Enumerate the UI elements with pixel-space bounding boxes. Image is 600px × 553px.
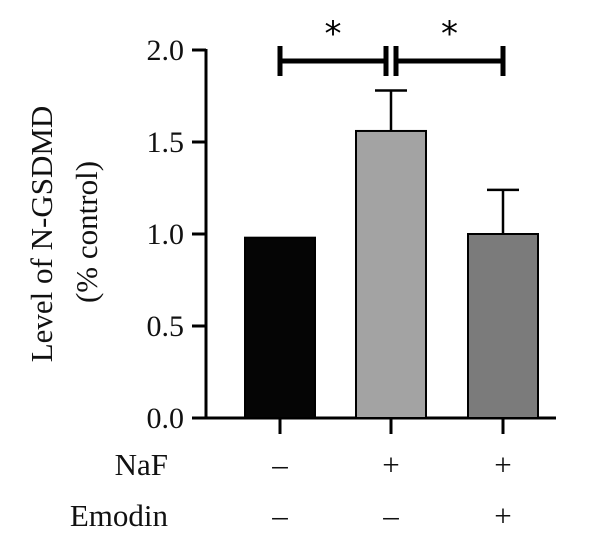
y-tick-label: 1.0: [147, 218, 185, 251]
condition-label: Emodin: [70, 498, 169, 533]
bar: [355, 129, 427, 420]
y-axis: 0.0 0.5 1.0 1.5 2.0: [147, 34, 208, 435]
error-bars: [375, 89, 519, 234]
bar: [467, 233, 539, 419]
condition-label: NaF: [115, 447, 168, 482]
y-tick-label: 0.0: [147, 402, 185, 435]
condition-value: –: [271, 447, 288, 482]
condition-value: +: [494, 447, 511, 482]
condition-value: –: [271, 498, 288, 533]
y-tick-label: 1.5: [147, 126, 185, 159]
significance-star: *: [325, 14, 342, 54]
y-tick-label: 2.0: [147, 34, 185, 67]
significance-brackets: * *: [277, 14, 506, 76]
y-axis-label-line1: Level of N-GSDMD: [24, 106, 59, 363]
condition-value: +: [382, 447, 399, 482]
y-axis-label-line2: (% control): [69, 161, 104, 303]
y-tick-label: 0.5: [147, 310, 185, 343]
condition-value: +: [494, 498, 511, 533]
x-axis: [205, 416, 556, 434]
bar: [244, 236, 316, 419]
condition-table: NaF – + + Emodin – – +: [70, 447, 512, 533]
condition-value: –: [382, 498, 399, 533]
bars: [244, 129, 539, 420]
significance-star: *: [441, 14, 458, 54]
